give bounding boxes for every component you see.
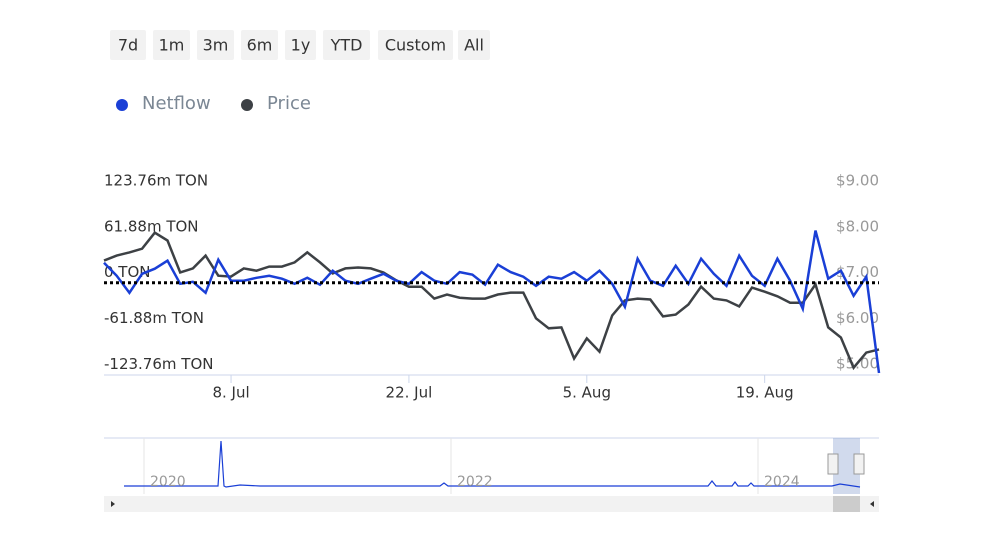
navigator-handle[interactable] [827, 453, 839, 475]
button-label: 1y [291, 36, 311, 55]
y2-tick-label: $7.00 [836, 263, 879, 281]
button-bg [110, 30, 146, 60]
legend-label: Netflow [142, 93, 211, 114]
y-tick-label: -123.76m TON [104, 355, 213, 373]
x-tick-label: 8. Jul [212, 384, 249, 402]
range-button[interactable]: 7d [110, 30, 146, 60]
legend-item[interactable]: Netflow [116, 93, 211, 114]
button-bg [241, 30, 278, 60]
button-bg [285, 30, 316, 60]
range-button[interactable]: 6m [241, 30, 278, 60]
scroll-left[interactable] [111, 501, 115, 507]
y-tick-label: -61.88m TON [104, 309, 204, 327]
button-bg [378, 30, 453, 60]
scroll-right[interactable] [870, 501, 874, 507]
navigator-handle[interactable] [853, 453, 865, 475]
range-button[interactable]: YTD [323, 30, 370, 60]
x-tick-label: 19. Aug [736, 384, 794, 402]
range-button[interactable]: 1y [285, 30, 316, 60]
legend-item[interactable]: Price [241, 93, 311, 114]
button-bg [197, 30, 234, 60]
scrollbar-thumb[interactable] [833, 496, 860, 512]
scrollbar-track[interactable] [104, 496, 879, 512]
legend-label: Price [267, 93, 311, 114]
button-label: 1m [159, 36, 185, 55]
button-label: Custom [385, 36, 446, 55]
range-button[interactable]: All [458, 30, 490, 60]
navigator [104, 437, 879, 512]
x-tick-label: 5. Aug [563, 384, 611, 402]
button-label: YTD [330, 36, 363, 55]
button-bg [153, 30, 190, 60]
button-label: 7d [118, 36, 138, 55]
range-button[interactable]: Custom [378, 30, 453, 60]
y-tick-label: 123.76m TON [104, 172, 208, 190]
navigator-label: 2022 [457, 474, 493, 490]
range-button[interactable]: 3m [197, 30, 234, 60]
y2-tick-label: $9.00 [836, 172, 879, 190]
button-bg [323, 30, 370, 60]
series-line [103, 230, 881, 374]
series-line [103, 231, 880, 371]
legend-marker [241, 99, 253, 111]
button-label: 3m [203, 36, 229, 55]
button-label: All [464, 36, 484, 55]
button-bg [458, 30, 490, 60]
x-tick-label: 22. Jul [386, 384, 433, 402]
y-tick-label: 61.88m TON [104, 217, 199, 235]
y2-tick-label: $8.00 [836, 217, 879, 235]
button-label: 6m [247, 36, 273, 55]
navigator-label: 2020 [150, 474, 186, 490]
y2-tick-label: $6.00 [836, 309, 879, 327]
range-button[interactable]: 1m [153, 30, 190, 60]
navigator-label: 2024 [764, 474, 800, 490]
legend-marker [116, 99, 128, 111]
navigator-line [124, 440, 861, 488]
